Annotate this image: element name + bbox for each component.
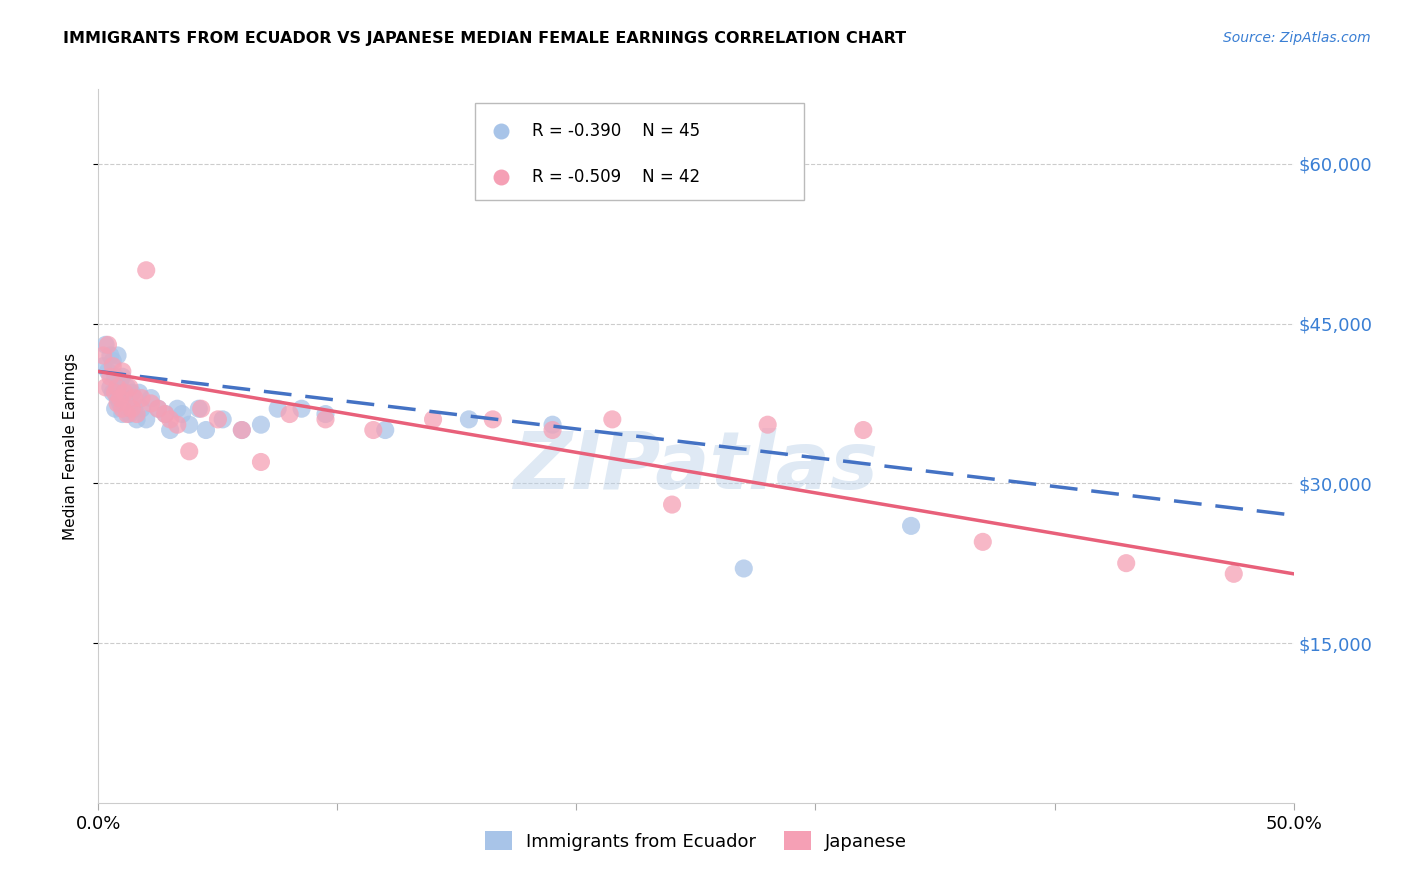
Point: [114, 385, 136, 400]
Point: [97, 338, 120, 352]
Text: ZIPatlas: ZIPatlas: [513, 428, 879, 507]
Point: [190, 401, 212, 416]
Point: [315, 407, 337, 421]
Point: [108, 391, 131, 405]
Point: [155, 407, 177, 421]
Point: [250, 455, 273, 469]
Point: [98, 369, 122, 384]
Point: [187, 401, 209, 416]
Point: [541, 417, 564, 432]
Point: [231, 423, 253, 437]
Point: [756, 417, 779, 432]
Point: [108, 375, 131, 389]
Point: [118, 407, 141, 421]
FancyBboxPatch shape: [475, 103, 804, 200]
Point: [94, 338, 117, 352]
Point: [172, 407, 194, 421]
Text: R = -0.509    N = 42: R = -0.509 N = 42: [533, 168, 700, 186]
Point: [118, 380, 141, 394]
Point: [111, 401, 134, 416]
Point: [104, 385, 127, 400]
Point: [422, 412, 444, 426]
Point: [107, 349, 129, 363]
Point: [481, 412, 505, 426]
Point: [115, 407, 138, 421]
Point: [107, 396, 129, 410]
Point: [98, 380, 122, 394]
Point: [139, 396, 162, 410]
Point: [121, 385, 143, 400]
Point: [972, 534, 994, 549]
Point: [231, 423, 253, 437]
Point: [107, 391, 129, 405]
Point: [179, 417, 201, 432]
Point: [207, 412, 229, 426]
Y-axis label: Median Female Earnings: Median Female Earnings: [63, 352, 77, 540]
Point: [195, 423, 218, 437]
Point: [159, 423, 181, 437]
Point: [267, 401, 290, 416]
Point: [893, 796, 915, 810]
Point: [104, 369, 127, 384]
Legend: Immigrants from Ecuador, Japanese: Immigrants from Ecuador, Japanese: [478, 824, 914, 858]
Point: [1115, 556, 1137, 570]
Point: [315, 412, 337, 426]
Point: [124, 391, 146, 405]
Point: [363, 423, 385, 437]
Point: [98, 349, 122, 363]
Point: [166, 401, 188, 416]
Point: [733, 561, 755, 575]
Point: [111, 407, 134, 421]
Point: [94, 380, 117, 394]
Point: [148, 401, 170, 416]
Point: [166, 417, 188, 432]
Point: [128, 385, 150, 400]
Point: [1223, 566, 1246, 581]
Point: [118, 401, 141, 416]
Point: [97, 364, 120, 378]
Point: [250, 417, 273, 432]
Point: [125, 412, 148, 426]
Point: [91, 349, 114, 363]
Point: [121, 401, 143, 416]
Point: [139, 391, 162, 405]
Point: [179, 444, 201, 458]
Point: [111, 364, 134, 378]
Point: [155, 407, 177, 421]
Point: [111, 369, 134, 384]
Point: [91, 359, 114, 373]
Point: [101, 359, 124, 373]
Text: R = -0.390    N = 45: R = -0.390 N = 45: [533, 121, 700, 139]
Text: Source: ZipAtlas.com: Source: ZipAtlas.com: [1223, 31, 1371, 45]
Point: [148, 401, 170, 416]
Point: [101, 353, 124, 368]
Point: [211, 412, 233, 426]
Point: [893, 796, 915, 810]
Point: [107, 380, 129, 394]
Point: [278, 407, 301, 421]
Point: [131, 391, 153, 405]
Point: [125, 407, 148, 421]
Point: [104, 401, 127, 416]
Point: [852, 423, 875, 437]
Point: [458, 412, 481, 426]
Point: [135, 412, 157, 426]
Point: [101, 385, 124, 400]
Point: [108, 396, 131, 410]
Point: [541, 423, 564, 437]
Point: [135, 263, 157, 277]
Text: IMMIGRANTS FROM ECUADOR VS JAPANESE MEDIAN FEMALE EARNINGS CORRELATION CHART: IMMIGRANTS FROM ECUADOR VS JAPANESE MEDI…: [63, 31, 907, 46]
Point: [124, 401, 146, 416]
Point: [114, 391, 136, 405]
Point: [159, 412, 181, 426]
Point: [661, 498, 683, 512]
Point: [131, 401, 153, 416]
Point: [374, 423, 396, 437]
Point: [115, 380, 138, 394]
Point: [602, 412, 624, 426]
Point: [900, 519, 922, 533]
Point: [291, 401, 314, 416]
